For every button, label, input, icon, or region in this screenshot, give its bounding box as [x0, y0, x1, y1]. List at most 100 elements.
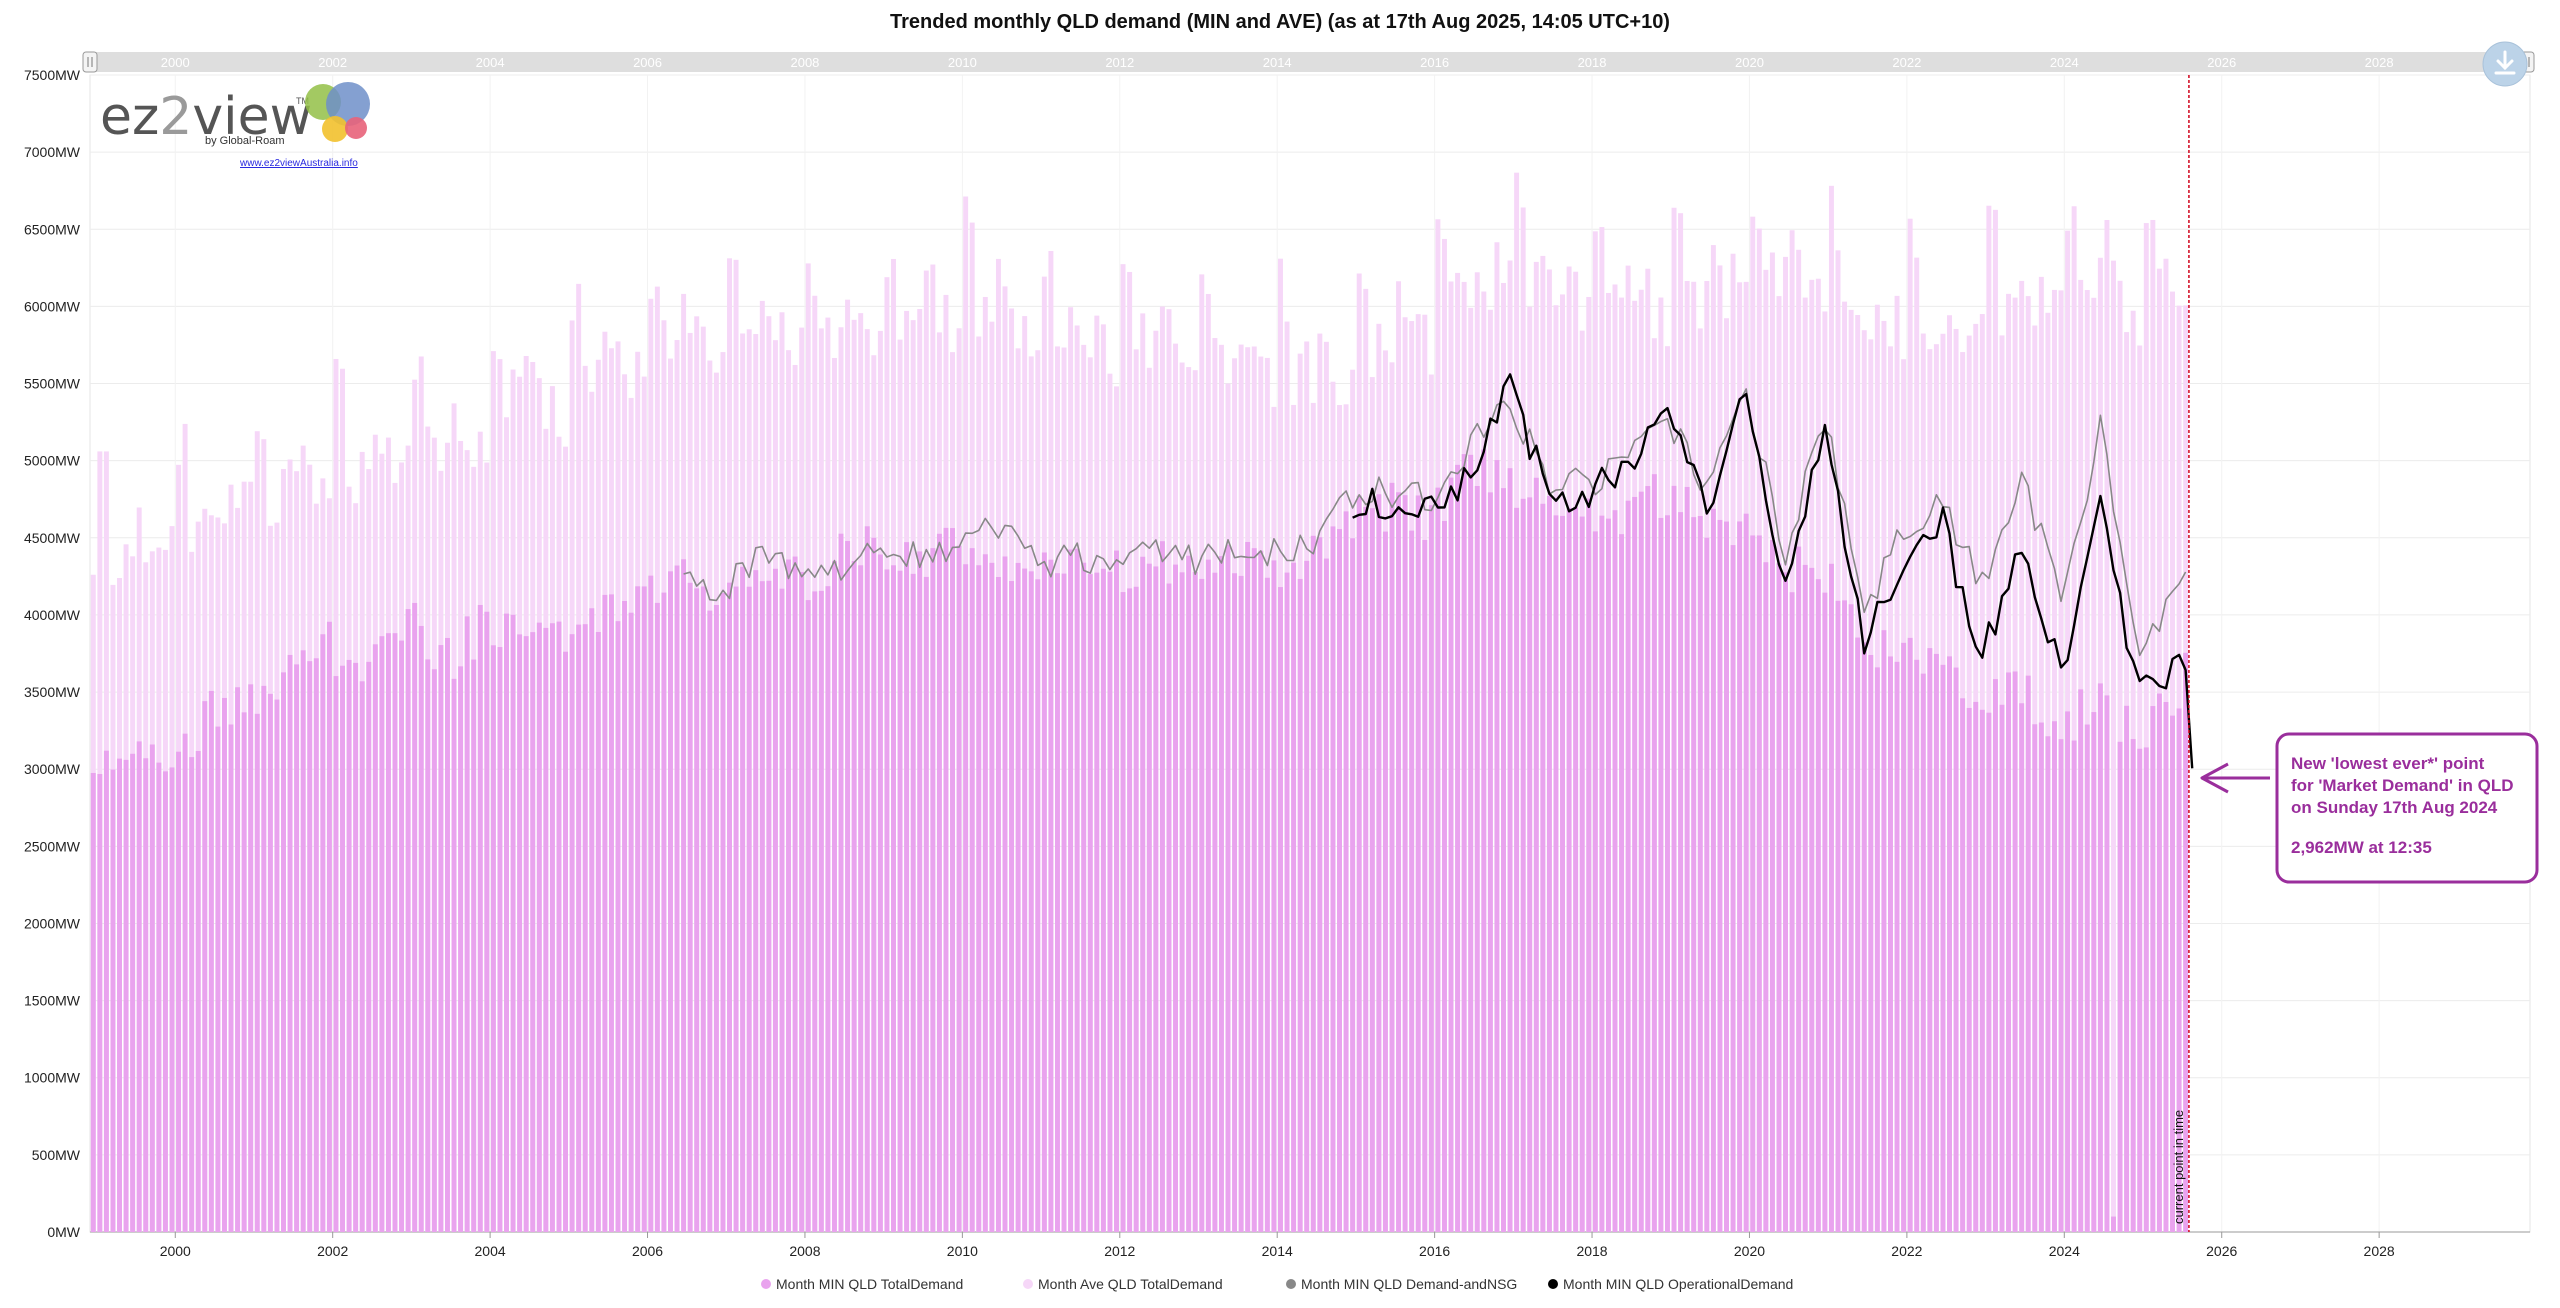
- bar-min-total: [891, 565, 896, 1232]
- bar-min-total: [910, 573, 916, 1232]
- series-min-total-demand: [90, 449, 2189, 1233]
- bar-min-total: [1317, 537, 1323, 1232]
- bar-min-total: [1842, 600, 1848, 1232]
- bar-min-total: [1776, 563, 1782, 1232]
- bar-min-total: [1435, 487, 1441, 1232]
- bar-min-total: [1691, 517, 1697, 1232]
- bar-min-total: [1586, 498, 1592, 1233]
- bar-min-total: [2006, 672, 2012, 1232]
- legend-item-ave-total[interactable]: Month Ave QLD TotalDemand: [1023, 1276, 1223, 1292]
- bar-min-total: [759, 581, 765, 1232]
- bar-min-total: [1212, 572, 1218, 1232]
- bar-min-total: [792, 556, 798, 1232]
- x-axis-labels: 2000 2002 2004 2006 2008 2010 2012 2014 2016 2018…: [160, 1243, 2395, 1259]
- bar-min-total: [1376, 494, 1382, 1232]
- bar-min-total: [1592, 531, 1598, 1232]
- bar-min-total: [1271, 560, 1277, 1232]
- bar-min-total: [1343, 511, 1349, 1232]
- bar-min-total: [1291, 562, 1297, 1232]
- bar-min-total: [1133, 586, 1139, 1232]
- bar-min-total: [589, 608, 595, 1232]
- bar-min-total: [300, 650, 306, 1232]
- legend-label-min-nsg: Month MIN QLD Demand-andNSG: [1301, 1276, 1517, 1292]
- legend-item-min-total[interactable]: Month MIN QLD TotalDemand: [761, 1276, 963, 1292]
- bar-min-total: [1533, 477, 1539, 1233]
- series-line-path: [1352, 373, 2194, 769]
- bar-min-total: [372, 644, 378, 1232]
- bar-min-total: [274, 699, 280, 1232]
- bar-min-total: [294, 664, 300, 1232]
- navigator-tick-label: 2002: [318, 55, 347, 70]
- bar-min-total: [1769, 539, 1775, 1232]
- navigator-tick-label: 2020: [1735, 55, 1764, 70]
- bar-min-total: [110, 769, 116, 1232]
- logo-link[interactable]: www.ez2viewAustralia.info: [239, 158, 358, 169]
- bar-min-total: [1527, 497, 1533, 1232]
- y-tick-label: 4000MW: [24, 607, 81, 623]
- x-tick-label: 2004: [475, 1243, 506, 1259]
- bar-min-total: [930, 548, 936, 1232]
- bar-min-total: [235, 687, 241, 1232]
- callout-line-2: for 'Market Demand' in QLD: [2291, 776, 2514, 795]
- bar-min-total: [1625, 500, 1631, 1232]
- logo-circle-blue: [326, 82, 370, 126]
- navigator-tick-label: 2008: [790, 55, 819, 70]
- navigator-tick-label: 2014: [1263, 55, 1292, 70]
- x-tick-label: 2000: [160, 1243, 191, 1259]
- bar-min-total: [976, 565, 982, 1232]
- x-tick-label: 2026: [2206, 1243, 2237, 1259]
- bar-min-total: [969, 548, 975, 1232]
- bar-min-total: [1868, 654, 1874, 1232]
- bar-min-total: [1494, 460, 1500, 1232]
- bar-min-total: [517, 634, 523, 1232]
- bar-min-total: [1087, 574, 1093, 1232]
- bar-min-total: [1120, 592, 1126, 1232]
- y-tick-label: 2000MW: [24, 915, 81, 931]
- bar-min-total: [661, 592, 667, 1232]
- bar-min-total: [1009, 581, 1015, 1232]
- navigator-handle-left-icon[interactable]: [82, 51, 98, 73]
- bar-min-total: [1953, 667, 1959, 1232]
- x-tick-label: 2020: [1734, 1243, 1765, 1259]
- bar-min-total: [149, 744, 155, 1232]
- bar-min-total: [2183, 652, 2189, 1232]
- legend-label-ave-total: Month Ave QLD TotalDemand: [1038, 1276, 1223, 1292]
- bar-min-total: [989, 562, 995, 1232]
- bar-min-total: [1992, 679, 1998, 1232]
- bar-min-total: [2012, 671, 2018, 1232]
- legend-marker-min-operational: [1548, 1279, 1558, 1289]
- x-tick-label: 2018: [1576, 1243, 1607, 1259]
- bar-min-total: [904, 542, 910, 1232]
- bar-min-total: [1560, 515, 1566, 1232]
- bar-min-total: [1684, 486, 1690, 1233]
- navigator-tick-label: 2028: [2365, 55, 2394, 70]
- navigator-strip[interactable]: [90, 52, 2530, 72]
- legend-item-min-nsg[interactable]: Month MIN QLD Demand-andNSG: [1286, 1276, 1517, 1292]
- y-tick-label: 7500MW: [24, 67, 81, 83]
- bar-min-total: [1501, 488, 1506, 1233]
- navigator-tick-label: 2022: [1892, 55, 1921, 70]
- bar-min-total: [845, 541, 851, 1232]
- bar-min-total: [169, 767, 175, 1232]
- logo-wordmark: ez2view: [100, 87, 312, 147]
- bar-min-total: [668, 571, 673, 1232]
- legend-item-min-operational[interactable]: Month MIN QLD OperationalDemand: [1548, 1276, 1793, 1292]
- x-tick-label: 2028: [2364, 1243, 2395, 1259]
- y-tick-label: 4500MW: [24, 530, 81, 546]
- bar-min-total: [1356, 495, 1362, 1232]
- bar-min-total: [1743, 513, 1749, 1232]
- bar-min-total: [228, 724, 234, 1232]
- legend-marker-ave-total: [1023, 1279, 1033, 1289]
- legend-label-min-total: Month MIN QLD TotalDemand: [776, 1276, 963, 1292]
- bar-min-total: [143, 758, 149, 1232]
- bar-min-total: [1664, 515, 1670, 1232]
- y-tick-label: 6500MW: [24, 221, 81, 237]
- bar-min-total: [1232, 573, 1238, 1232]
- bar-min-total: [2130, 739, 2136, 1232]
- bar-min-total: [897, 570, 903, 1232]
- bar-min-total: [1035, 579, 1041, 1232]
- download-icon[interactable]: [2482, 41, 2528, 87]
- y-tick-label: 5500MW: [24, 376, 81, 392]
- plot-area: [89, 74, 2531, 1233]
- bar-min-total: [1737, 521, 1743, 1232]
